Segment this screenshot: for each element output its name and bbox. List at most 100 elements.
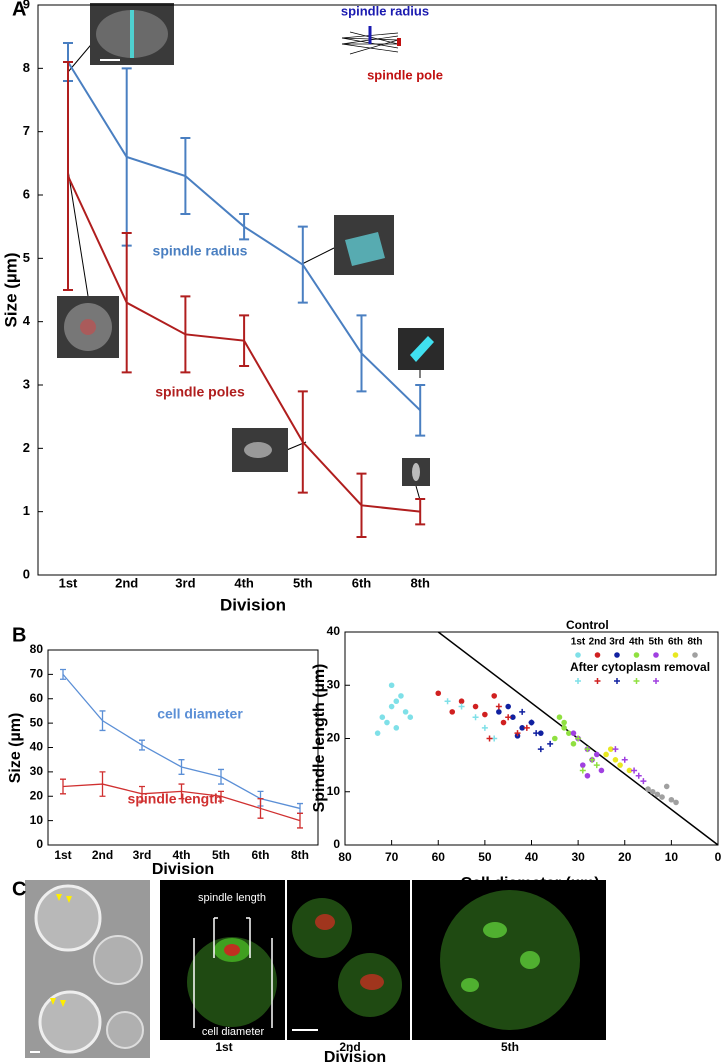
inset-spindle bbox=[345, 232, 385, 266]
error-bar bbox=[178, 759, 185, 775]
dot-point bbox=[566, 730, 572, 736]
cell bbox=[440, 890, 580, 1030]
plus-point bbox=[612, 746, 619, 753]
dot-point bbox=[612, 757, 619, 763]
panel-label: C bbox=[12, 878, 26, 900]
dot-point bbox=[402, 709, 409, 715]
error-bar bbox=[239, 213, 250, 241]
x-tick-label: 6th bbox=[252, 848, 270, 862]
spindle bbox=[520, 951, 540, 969]
dot-point bbox=[659, 794, 665, 800]
dot-point bbox=[673, 799, 679, 806]
error-bar bbox=[121, 67, 132, 247]
x-tick-label: 2nd bbox=[92, 848, 113, 862]
dot-point bbox=[584, 772, 591, 779]
inset-pole bbox=[80, 319, 96, 335]
x-tick-label: 0 bbox=[715, 850, 722, 864]
x-tick-label: 5th bbox=[293, 575, 313, 590]
y-axis-title: Size (µm) bbox=[1, 253, 20, 328]
y-tick-label: 40 bbox=[30, 740, 44, 754]
image-annotation: spindle length bbox=[198, 892, 266, 904]
plus-point bbox=[584, 746, 591, 753]
dot-point bbox=[645, 786, 651, 792]
dot-point bbox=[538, 730, 544, 736]
x-tick-label: 4th bbox=[173, 848, 191, 862]
dot-point bbox=[649, 788, 656, 795]
dot-point bbox=[607, 746, 614, 752]
image-caption: 5th bbox=[501, 1040, 519, 1054]
y-tick-label: 10 bbox=[30, 813, 44, 827]
plus-point bbox=[523, 724, 530, 731]
panel-c-images bbox=[25, 880, 606, 1058]
dot-point bbox=[668, 796, 675, 803]
legend-marker bbox=[614, 678, 620, 684]
plus-point bbox=[593, 762, 600, 769]
dot-point bbox=[510, 714, 516, 720]
dot-point bbox=[561, 719, 567, 726]
y-tick-label: 10 bbox=[327, 784, 341, 798]
series-label: cell diameter bbox=[157, 706, 243, 722]
legend-marker bbox=[633, 652, 640, 658]
schematic-line bbox=[349, 39, 399, 55]
dot-point bbox=[398, 693, 404, 699]
plus-point bbox=[575, 735, 582, 742]
plus-point bbox=[631, 767, 638, 774]
image-axis-label: Division bbox=[324, 1049, 386, 1064]
dot-point bbox=[552, 735, 558, 742]
error-bar bbox=[218, 790, 224, 802]
error-bar bbox=[415, 384, 426, 437]
y-axis-title: Spindle length (µm) bbox=[311, 664, 328, 813]
legend-title: After cytoplasm removal bbox=[570, 660, 710, 674]
y-tick-label: 0 bbox=[333, 837, 340, 851]
y-tick-label: 30 bbox=[327, 677, 341, 691]
series-label: spindle radius bbox=[153, 243, 248, 259]
y-tick-label: 20 bbox=[327, 731, 341, 745]
x-tick-label: 5th bbox=[212, 848, 230, 862]
y-tick-label: 20 bbox=[30, 788, 44, 802]
panel-label: A bbox=[12, 0, 26, 20]
x-tick-label: 80 bbox=[338, 850, 352, 864]
error-bar bbox=[356, 472, 367, 538]
dot-point bbox=[449, 709, 456, 715]
cell bbox=[38, 990, 102, 1054]
dot-point bbox=[379, 714, 386, 720]
plus-point bbox=[486, 735, 493, 742]
plus-point bbox=[514, 730, 521, 737]
dot-point bbox=[570, 730, 577, 736]
plus-point bbox=[547, 740, 554, 747]
legend-label: 4th bbox=[629, 637, 644, 648]
error-bar bbox=[297, 225, 308, 304]
error-bar bbox=[415, 498, 426, 526]
callout bbox=[301, 247, 335, 265]
legend-label: 5th bbox=[649, 637, 664, 648]
legend-marker bbox=[575, 678, 581, 684]
plus-point bbox=[519, 708, 526, 715]
dot-point bbox=[491, 693, 498, 699]
x-tick-label: 10 bbox=[665, 850, 679, 864]
plus-point bbox=[472, 714, 479, 721]
legend-label: 8th bbox=[688, 637, 703, 648]
callout bbox=[415, 485, 421, 501]
dot-point bbox=[496, 709, 502, 715]
plus-point bbox=[495, 703, 502, 710]
annotation: spindle radius bbox=[341, 3, 429, 18]
legend-marker bbox=[594, 678, 601, 684]
annotation: spindle pole bbox=[367, 67, 443, 82]
x-tick-label: 3rd bbox=[175, 575, 195, 590]
x-tick-label: 50 bbox=[478, 850, 492, 864]
y-tick-label: 9 bbox=[23, 0, 30, 11]
legend-marker bbox=[692, 652, 698, 658]
dot-point bbox=[388, 682, 395, 689]
x-tick-label: 6th bbox=[352, 575, 372, 590]
spindle-pole bbox=[224, 944, 240, 956]
plus-point bbox=[640, 778, 647, 785]
legend-label: 6th bbox=[668, 637, 683, 648]
x-tick-label: 60 bbox=[432, 850, 446, 864]
y-tick-label: 30 bbox=[30, 764, 44, 778]
plus-point bbox=[533, 730, 540, 737]
dot-point bbox=[579, 762, 586, 768]
dot-point bbox=[458, 698, 465, 705]
plus-point bbox=[537, 746, 544, 753]
cell bbox=[93, 935, 143, 985]
dot-point bbox=[617, 762, 623, 768]
